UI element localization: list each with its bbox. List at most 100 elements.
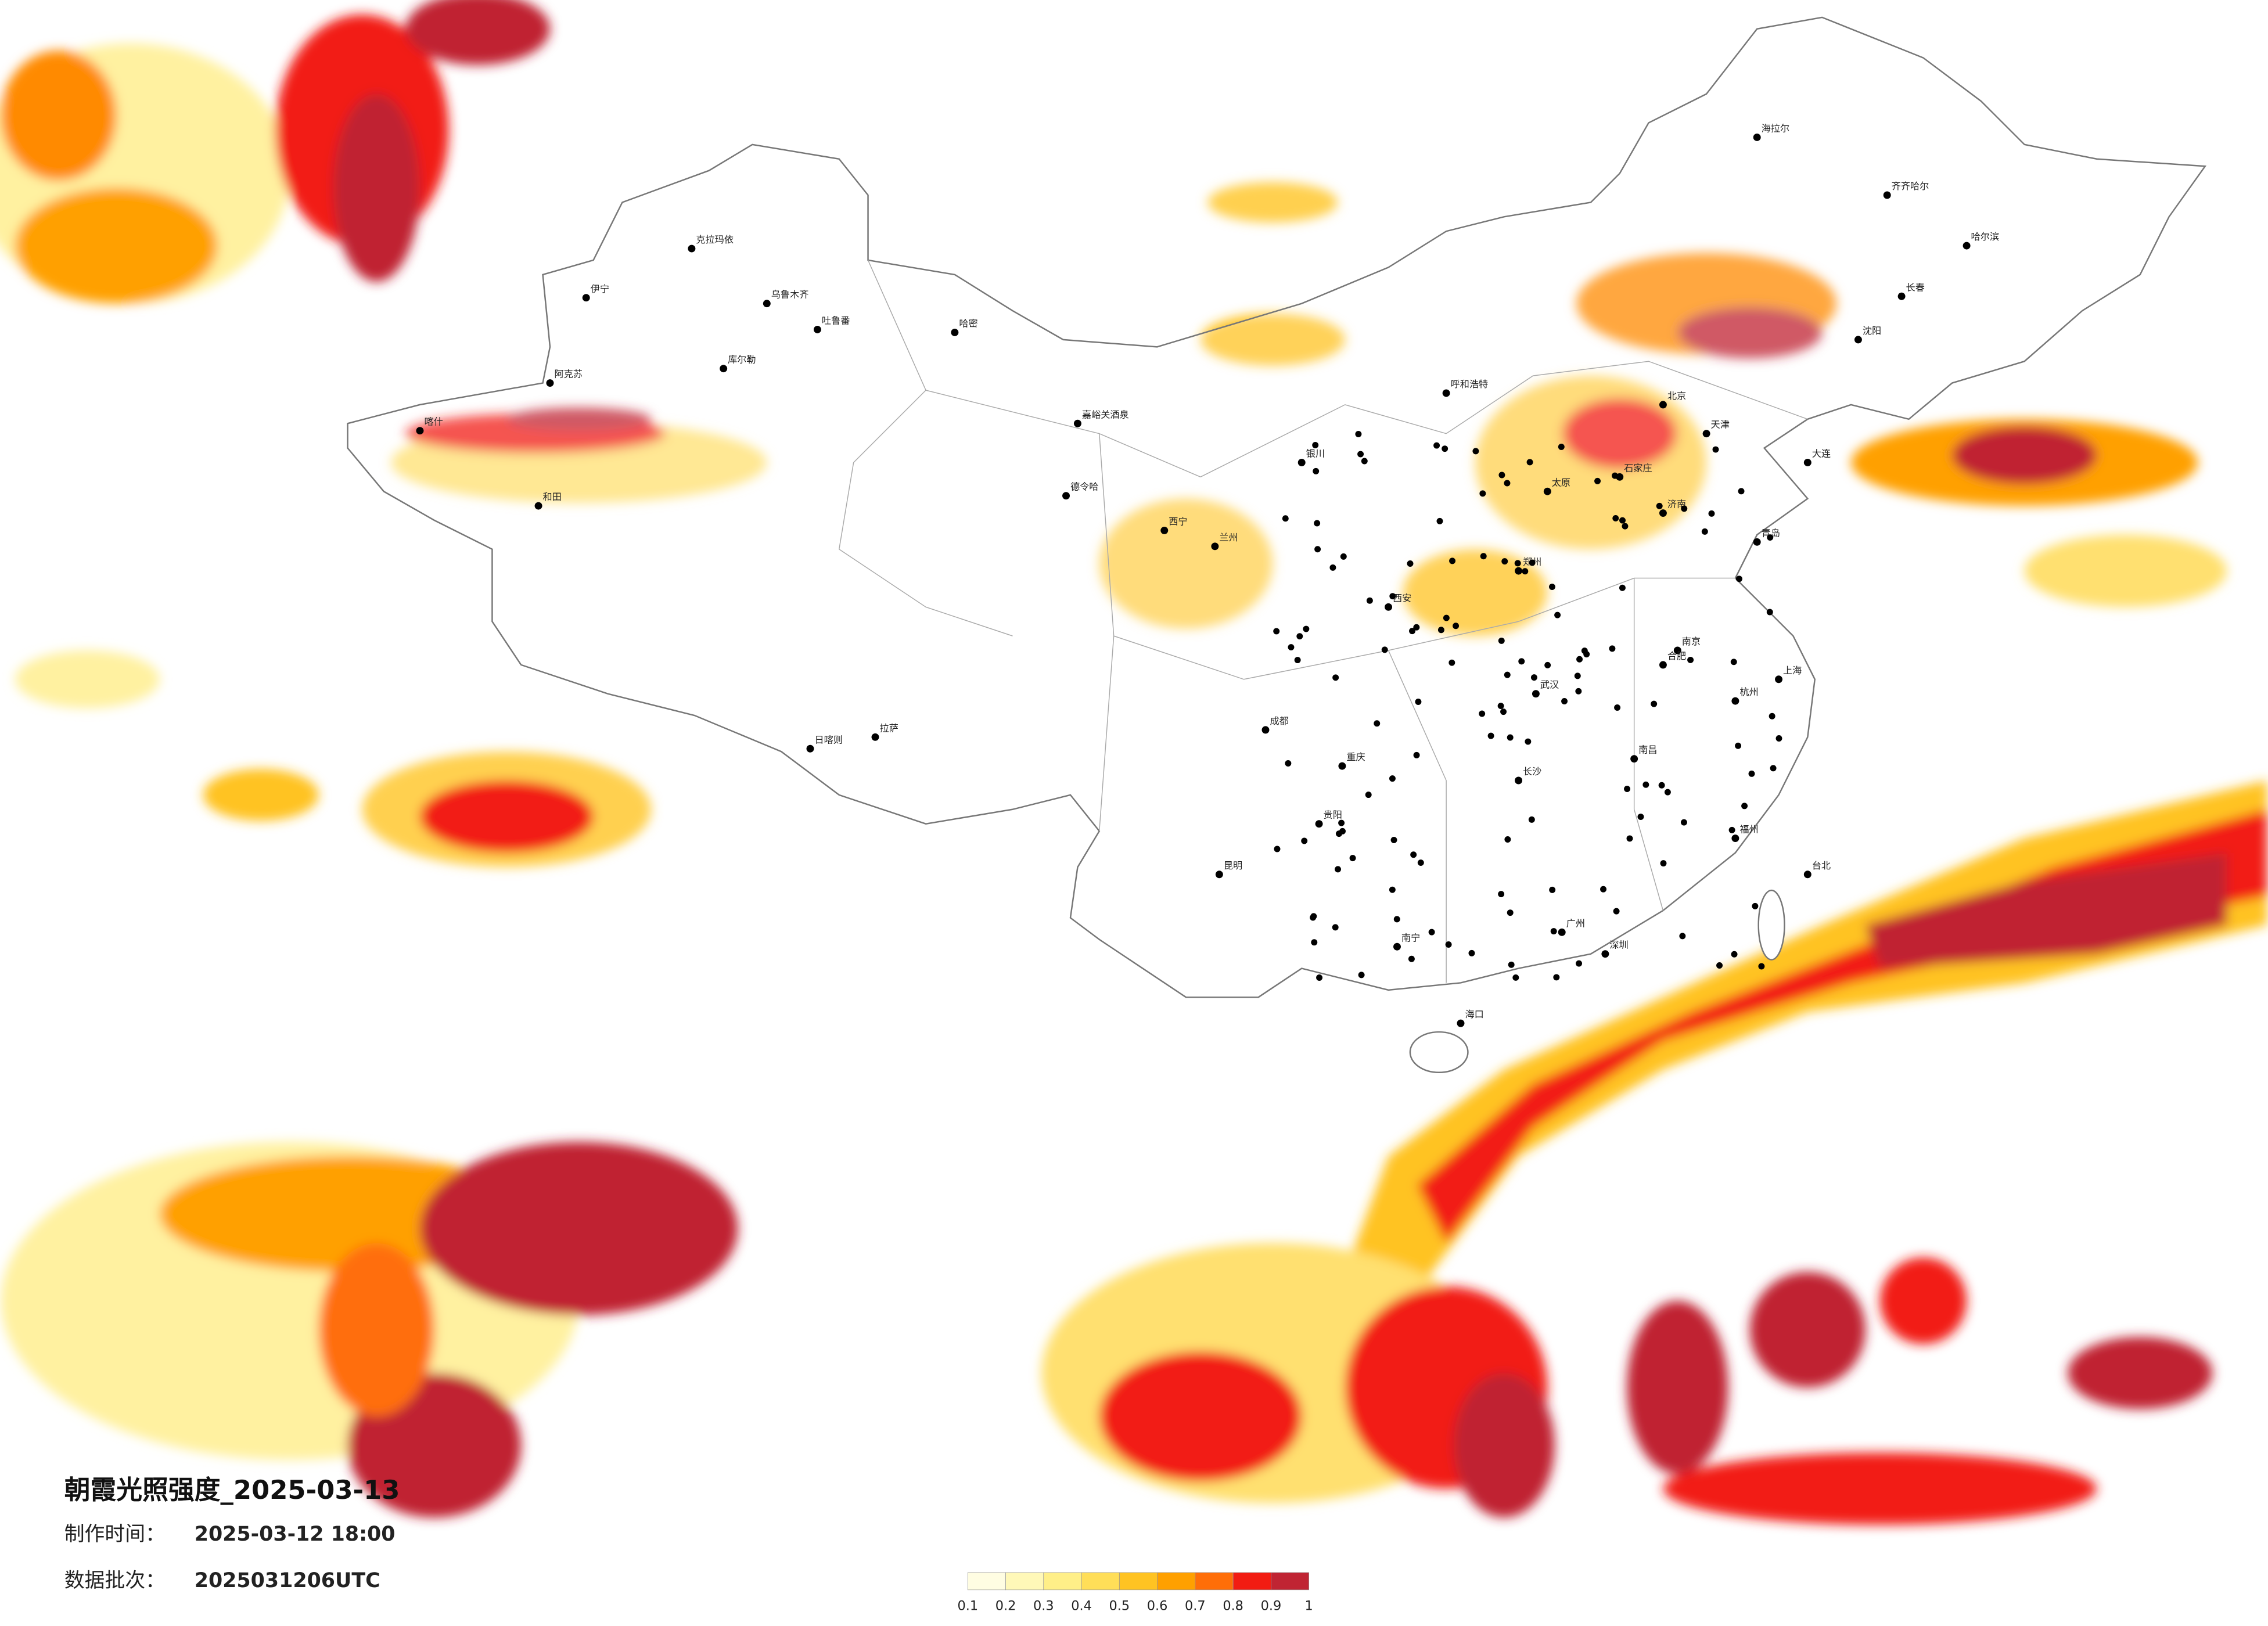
city-label: 西宁: [1169, 516, 1187, 527]
heat-area: [1865, 852, 2227, 969]
station-dot: [1752, 902, 1759, 909]
city-label: 喀什: [424, 416, 443, 427]
city-label: 天津: [1711, 419, 1730, 430]
station-dot: [1504, 671, 1511, 678]
legend-swatch: [1232, 1572, 1271, 1591]
city-dot: [1753, 538, 1761, 546]
city-label: 广州: [1566, 918, 1585, 929]
heat-area: [1677, 306, 1823, 359]
heat-area: [333, 93, 420, 282]
city-dot: [813, 325, 821, 333]
station-dot: [1619, 517, 1626, 524]
city-label: 嘉峪关酒泉: [1082, 409, 1129, 420]
city-dot: [1532, 690, 1540, 698]
city-dot: [1659, 509, 1667, 517]
station-dot: [1417, 859, 1424, 866]
station-dot: [1301, 837, 1308, 844]
station-dot: [1574, 672, 1581, 679]
city-dot: [763, 300, 771, 308]
station-dot: [1651, 700, 1658, 707]
station-dot: [1708, 510, 1715, 517]
station-dot: [1358, 972, 1365, 979]
station-dot: [1514, 560, 1521, 567]
station-dot: [1775, 735, 1782, 742]
city-label: 长沙: [1523, 766, 1541, 777]
legend-swatch: [1271, 1572, 1310, 1591]
batch: 2025031206UTC: [195, 1569, 380, 1592]
heat-area: [1207, 182, 1338, 223]
heat-area: [2068, 1337, 2213, 1409]
city-dot: [1215, 870, 1223, 879]
station-dot: [1637, 814, 1644, 821]
city-label: 兰州: [1219, 532, 1238, 543]
station-dot: [1415, 699, 1422, 705]
city-dot: [1393, 942, 1401, 951]
station-dot: [1413, 624, 1420, 631]
station-dot: [1642, 781, 1649, 788]
city-dot: [1601, 950, 1609, 958]
station-dot: [1436, 517, 1443, 524]
legend-tick-label: 0.5: [1109, 1599, 1130, 1614]
city-dot: [871, 733, 879, 741]
station-dot: [1550, 928, 1557, 935]
city-dot: [1338, 762, 1346, 770]
station-dot: [1312, 442, 1319, 449]
city-dot: [1883, 191, 1891, 199]
batch-label: 数据批次：: [64, 1569, 166, 1592]
city-dot: [1385, 603, 1393, 611]
city-label: 日喀则: [814, 734, 842, 745]
made-time: 2025-03-12 18:00: [195, 1523, 396, 1546]
station-dot: [1660, 860, 1667, 867]
station-dot: [1561, 698, 1568, 704]
heat-area: [1403, 549, 1548, 636]
city-dot: [1315, 820, 1323, 828]
station-dot: [1738, 488, 1745, 495]
station-dot: [1522, 568, 1529, 575]
station-dot: [1576, 656, 1583, 663]
station-dot: [1581, 647, 1588, 654]
city-dot: [1659, 401, 1667, 409]
station-dot: [1339, 828, 1346, 834]
legend-tick-label: 0.7: [1185, 1599, 1206, 1614]
station-dot: [1314, 520, 1321, 527]
city-dot: [720, 365, 728, 373]
station-dot: [1498, 637, 1505, 644]
legend-tick-label: 0.1: [957, 1599, 978, 1614]
heat-field: [0, 0, 2267, 1525]
heat-area: [1099, 1351, 1302, 1482]
city-dot: [1457, 1019, 1465, 1027]
province-border: [838, 260, 1808, 983]
city-label: 石家庄: [1624, 462, 1652, 473]
station-dot: [1731, 951, 1738, 958]
station-dot: [1389, 593, 1396, 600]
station-dot: [1622, 523, 1629, 530]
station-dot: [1340, 553, 1347, 560]
heat-area: [1453, 1373, 1555, 1518]
city-label: 济南: [1667, 499, 1686, 510]
station-dot: [1316, 974, 1323, 981]
city-label: 成都: [1270, 715, 1288, 726]
station-dot: [1443, 614, 1450, 621]
station-dot: [1612, 472, 1618, 479]
station-dot: [1680, 819, 1687, 826]
city-label: 吐鲁番: [822, 315, 850, 326]
heat-area: [318, 1243, 434, 1417]
city-label: 青岛: [1762, 527, 1780, 538]
station-dot: [1357, 451, 1364, 458]
heat-area: [506, 407, 652, 431]
legend-swatch: [967, 1572, 1006, 1591]
station-dot: [1526, 459, 1533, 466]
island: [1409, 1031, 1469, 1073]
station-dot: [1500, 708, 1507, 715]
city-label: 银川: [1306, 448, 1325, 459]
station-dot: [1393, 916, 1400, 923]
legend-tick-label: 0.3: [1033, 1599, 1054, 1614]
station-dot: [1548, 584, 1555, 591]
heat-area: [1562, 397, 1678, 470]
city-dot: [1558, 928, 1566, 936]
legend-swatch: [1195, 1572, 1234, 1591]
heat-area: [1, 51, 117, 181]
station-dot: [1612, 515, 1619, 521]
heat-area: [1627, 1301, 1728, 1474]
station-dot: [1390, 837, 1397, 843]
